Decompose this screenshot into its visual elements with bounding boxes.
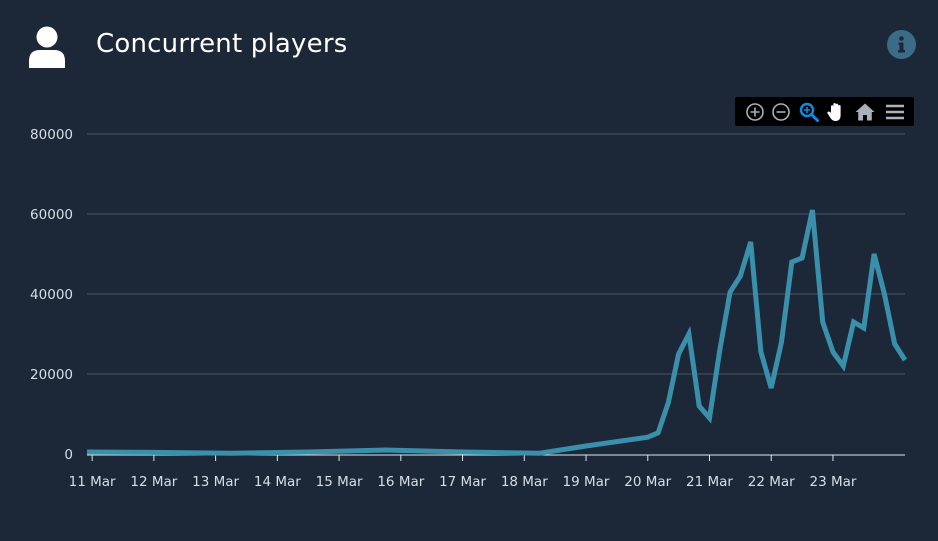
x-tick-label: 15 Mar <box>316 474 363 490</box>
zoom-in-icon[interactable] <box>744 101 766 123</box>
selection-zoom-icon[interactable] <box>798 101 820 123</box>
x-tick-label: 21 Mar <box>686 474 733 490</box>
x-tick-label: 23 Mar <box>809 474 856 490</box>
x-tick-label: 19 Mar <box>563 474 610 490</box>
chart-title: Concurrent players <box>96 29 348 59</box>
chart-header: Concurrent players <box>0 0 938 95</box>
info-glyph-icon <box>898 36 905 53</box>
x-tick-label: 20 Mar <box>624 474 671 490</box>
info-icon[interactable] <box>887 30 916 59</box>
pan-icon[interactable] <box>825 101 847 123</box>
x-tick-label: 12 Mar <box>130 474 177 490</box>
series-line <box>86 209 908 456</box>
x-tick-label: 18 Mar <box>501 474 548 490</box>
x-tick-label: 17 Mar <box>439 474 486 490</box>
x-tick-label: 13 Mar <box>192 474 239 490</box>
x-tick-label: 11 Mar <box>69 474 116 490</box>
x-tick-label: 14 Mar <box>254 474 301 490</box>
chart-toolbar <box>735 97 914 126</box>
y-tick-label: 0 <box>64 447 73 463</box>
x-tick-label: 22 Mar <box>748 474 795 490</box>
reset-home-icon[interactable] <box>854 101 876 123</box>
menu-icon[interactable] <box>884 101 906 123</box>
y-tick-label: 20000 <box>30 367 73 383</box>
x-tick-label: 16 Mar <box>377 474 424 490</box>
y-tick-label: 60000 <box>30 207 73 223</box>
y-tick-label: 80000 <box>30 127 73 143</box>
y-tick-label: 40000 <box>30 287 73 303</box>
user-icon <box>29 26 65 68</box>
zoom-out-icon[interactable] <box>770 101 792 123</box>
